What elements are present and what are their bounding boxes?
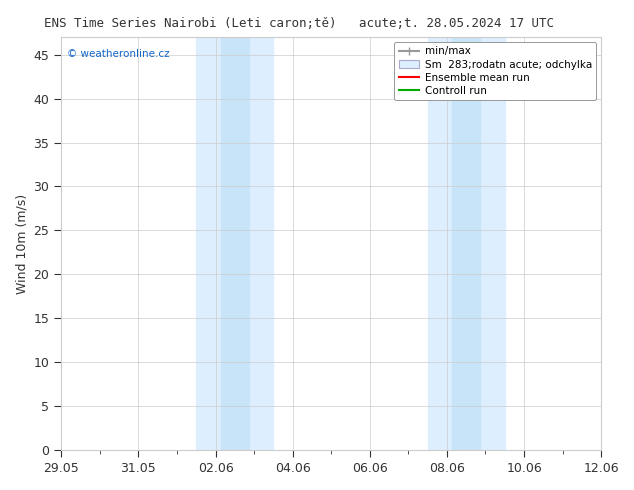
Legend: min/max, Sm  283;rodatn acute; odchylka, Ensemble mean run, Controll run: min/max, Sm 283;rodatn acute; odchylka, … bbox=[394, 42, 596, 100]
Text: ENS Time Series Nairobi (Leti caron;tě): ENS Time Series Nairobi (Leti caron;tě) bbox=[44, 17, 337, 30]
Bar bbox=[452, 37, 480, 450]
Bar bbox=[427, 37, 505, 450]
Bar bbox=[197, 37, 273, 450]
Bar bbox=[221, 37, 249, 450]
Text: © weatheronline.cz: © weatheronline.cz bbox=[67, 49, 169, 59]
Text: acute;t. 28.05.2024 17 UTC: acute;t. 28.05.2024 17 UTC bbox=[359, 17, 554, 30]
Y-axis label: Wind 10m (m/s): Wind 10m (m/s) bbox=[15, 194, 28, 294]
